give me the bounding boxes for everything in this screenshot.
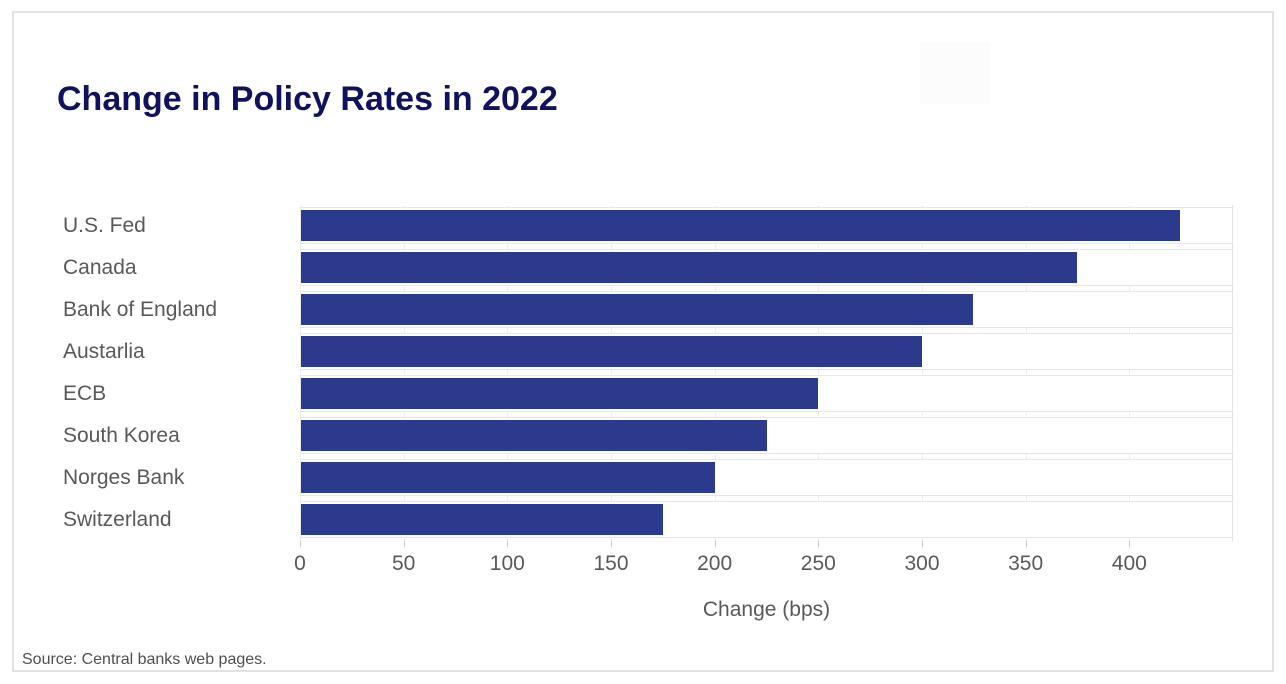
tick-mark-250 [818,541,820,547]
category-label: South Korea [63,424,180,447]
gridline-x-50 [403,205,405,541]
gridline-x-0 [300,205,301,541]
bar-switzerland [301,504,664,535]
category-labels: U.S. Fed Canada Bank of England Austarlia EC… [63,205,293,541]
bar-u-s-fed [301,210,1181,241]
bar-track [300,291,1233,328]
bar-row [300,331,1233,373]
category-label: Canada [63,256,137,279]
tick-label-350: 350 [1008,552,1044,575]
tick-label-150: 150 [593,552,629,575]
tick-label-50: 50 [391,552,416,575]
bar-track [300,207,1233,244]
gridline-x-350 [1025,205,1027,541]
tick-mark-150 [610,541,612,547]
tick-label-100: 100 [489,552,525,575]
tick-mark-0 [300,541,301,547]
bar-track [300,333,1233,370]
bar-row [300,247,1233,289]
gridline-x-300 [921,205,923,541]
chart-title: Change in Policy Rates in 2022 [57,80,558,118]
bar-ecb [301,378,819,409]
category-label: Bank of England [63,298,218,321]
bar-row [300,373,1233,415]
category-label: Norges Bank [63,466,185,489]
tick-mark-300 [921,541,923,547]
category-label: ECB [63,382,107,405]
gridline-x-400 [1129,205,1131,541]
x-axis-ticks [300,541,1233,547]
bar-canada [301,252,1077,283]
tick-label-400: 400 [1111,552,1147,575]
bar-bank-of-england [301,294,974,325]
bar-row [300,499,1233,541]
tick-mark-200 [714,541,716,547]
tick-label-0: 0 [294,552,306,575]
gridline-x-100 [507,205,509,541]
category-label: U.S. Fed [63,214,146,237]
faded-logo-placeholder [920,42,990,104]
bar-row [300,457,1233,499]
bar-track [300,417,1233,454]
category-label: Switzerland [63,508,172,531]
category-label: Austarlia [63,340,145,363]
bar-track [300,249,1233,286]
gridline-x-200 [714,205,716,541]
gridline-x-250 [818,205,820,541]
x-axis-title: Change (bps) [702,598,831,621]
tick-label-300: 300 [904,552,940,575]
bar-track [300,375,1233,412]
bar-austarlia [301,336,922,367]
tick-mark-50 [403,541,405,547]
tick-mark-100 [507,541,509,547]
source-note: Source: Central banks web pages. [22,651,267,668]
tick-label-250: 250 [800,552,836,575]
bar-track [300,459,1233,496]
plot-area [300,205,1233,541]
bar-row [300,289,1233,331]
bar-row [300,205,1233,247]
bar-track [300,501,1233,538]
tick-mark-400 [1129,541,1131,547]
gridline-x-150 [610,205,612,541]
bar-norges-bank [301,462,715,493]
tick-mark-350 [1025,541,1027,547]
plot-right-border [1232,205,1233,541]
bar-row [300,415,1233,457]
tick-label-200: 200 [697,552,733,575]
bar-south-korea [301,420,767,451]
x-axis-tick-labels: 0 50 100 150 200 250 300 350 400 [294,552,1233,580]
